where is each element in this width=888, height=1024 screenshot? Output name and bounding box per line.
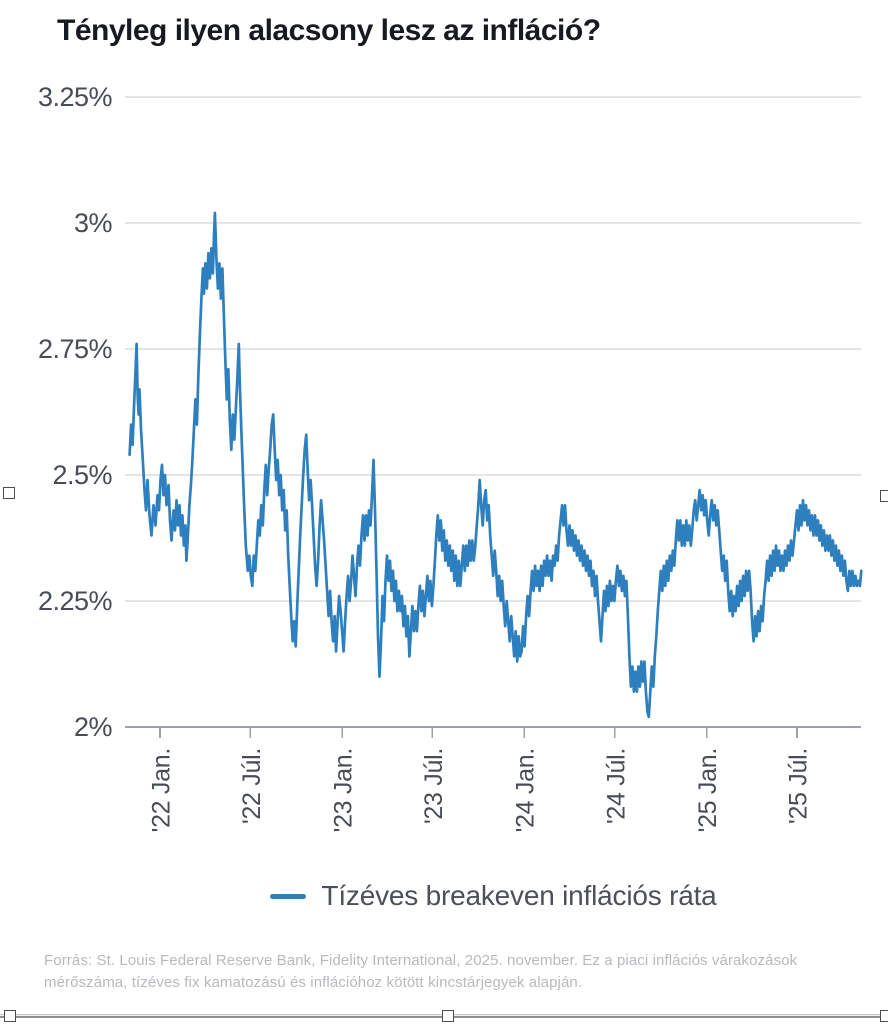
- y-tick-label: 2%: [74, 712, 113, 742]
- y-tick-label: 3%: [74, 208, 113, 238]
- y-tick-label: 2.5%: [52, 460, 112, 490]
- selection-handle-bottom-middle[interactable]: [442, 1010, 454, 1022]
- x-tick-label: '23 Jan.: [330, 748, 358, 832]
- x-tick-label: '24 Jan.: [512, 748, 540, 832]
- legend: Tízéves breakeven inflációs ráta: [125, 874, 862, 918]
- source-footnote: Forrás: St. Louis Federal Reserve Bank, …: [44, 950, 854, 994]
- legend-label: Tízéves breakeven inflációs ráta: [321, 880, 717, 911]
- x-tick-label: '23 Júl.: [420, 748, 448, 824]
- chart-title: Tényleg ilyen alacsony lesz az infláció?: [57, 14, 601, 47]
- selection-handle-bottom-right[interactable]: [880, 1010, 888, 1022]
- x-tick-label: '22 Jan.: [148, 748, 176, 832]
- source-footnote-line1: Forrás: St. Louis Federal Reserve Bank, …: [44, 952, 798, 969]
- inflation-line-series: [128, 211, 863, 719]
- gridlines: [125, 96, 861, 729]
- selection-handle-bottom-left[interactable]: [4, 1010, 16, 1022]
- y-tick-label: 3.25%: [38, 82, 113, 112]
- legend-line-swatch: [270, 893, 307, 899]
- inflation-line: [128, 211, 863, 719]
- x-tick-label: '25 Jan.: [694, 748, 722, 832]
- source-footnote-line2: mérőszáma, tízéves fix kamatozású és inf…: [44, 974, 583, 991]
- x-axis: [159, 728, 798, 738]
- selection-handle-right[interactable]: [880, 490, 888, 502]
- x-tick-label: '25 Júl.: [785, 748, 813, 824]
- y-tick-label: 2.25%: [38, 586, 113, 616]
- selection-handle-left[interactable]: [3, 487, 15, 499]
- x-tick-label: '22 Júl.: [238, 748, 266, 824]
- y-tick-label: 2.75%: [38, 334, 113, 364]
- x-tick-label: '24 Júl.: [602, 748, 630, 824]
- y-axis-labels: 3.25% 3% 2.75% 2.5% 2.25% 2%: [38, 82, 113, 742]
- x-axis-labels: '22 Jan. '22 Júl. '23 Jan. '23 Júl. '24 Jan.…: [148, 748, 813, 832]
